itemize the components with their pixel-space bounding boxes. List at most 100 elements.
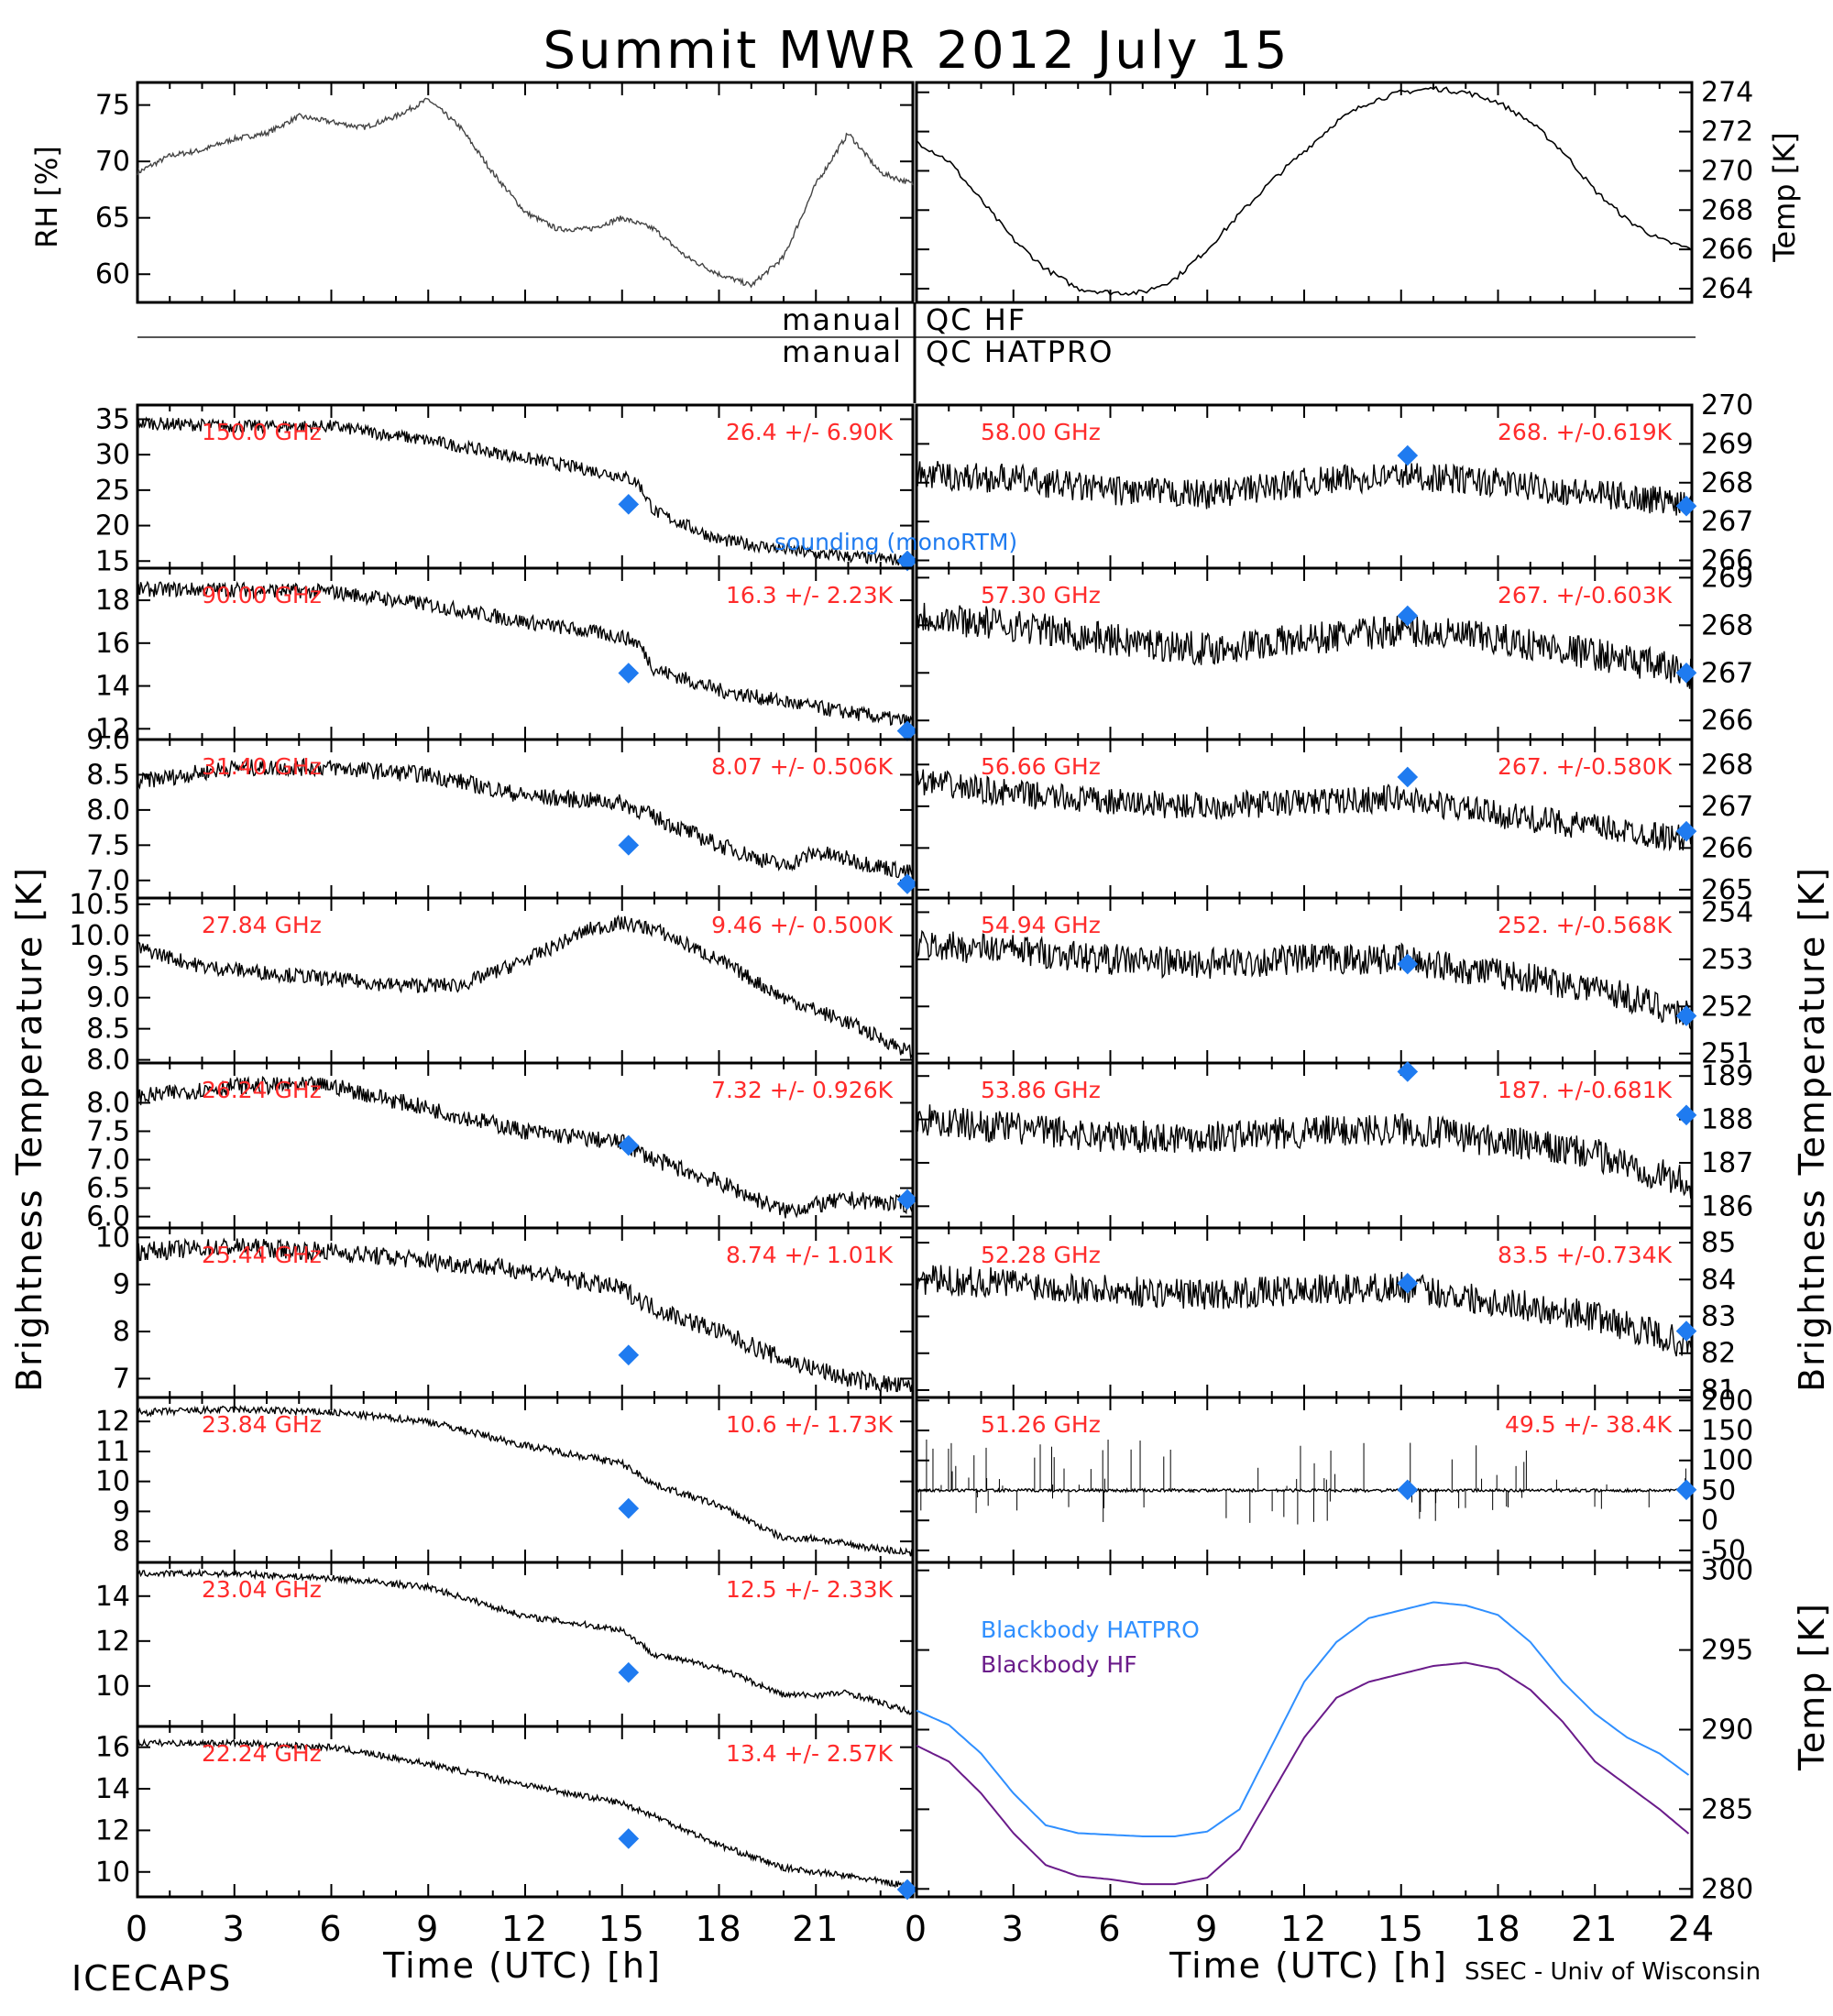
channel-frequency-label: 23.04 GHz — [202, 1576, 322, 1603]
time-tick-label-left: 0 — [126, 1909, 149, 1949]
y-tick-label: 20 — [95, 510, 130, 542]
time-tick-label-left: 6 — [319, 1909, 343, 1949]
y-tick-label: 8.0 — [86, 794, 130, 827]
channel-frequency-label: 22.24 GHz — [202, 1740, 322, 1767]
y-tick-label: 268 — [1701, 467, 1753, 499]
y-tick-label: 12 — [95, 713, 130, 745]
y-tick-label: 18 — [95, 585, 130, 617]
panel-frame-temp — [915, 81, 1694, 304]
rh-axis-label: RH [%] — [29, 146, 64, 248]
sounding-marker — [618, 1661, 640, 1683]
y-tick-label: 30 — [95, 439, 130, 471]
channel-panel-right: 268 267 266 265 56.66 GHz 267. +/-0.580K — [915, 738, 1753, 906]
sounding-marker — [1675, 662, 1697, 684]
y-tick-label: 12 — [95, 1626, 130, 1658]
channel-stat-label: 267. +/-0.580K — [1498, 753, 1673, 780]
sounding-marker — [1397, 766, 1419, 788]
sounding-marker — [1397, 953, 1419, 975]
y-tick-label: 8.0 — [86, 1045, 130, 1077]
sounding-marker — [896, 550, 918, 572]
time-axis-label-right: Time (UTC) [h] — [1169, 1945, 1448, 1986]
data-line-52-28-ghz — [916, 1265, 1693, 1357]
sounding-marker — [896, 873, 918, 894]
y-tick-label: 9.0 — [86, 724, 130, 756]
sounding-marker — [1675, 1005, 1697, 1026]
y-tick-label: 269 — [1701, 562, 1753, 594]
y-tick-label: 14 — [95, 1581, 130, 1613]
rh-panel: 75 70 65 60 — [95, 81, 915, 304]
y-tick-label: 8.5 — [86, 759, 130, 791]
y-tick-label: 10 — [95, 1222, 130, 1254]
temp-axis-label: Temp [K] — [1767, 132, 1802, 262]
sounding-marker — [1675, 1104, 1697, 1126]
y-tick-label: 6.5 — [86, 1173, 130, 1205]
y-tick-label: 253 — [1701, 944, 1753, 976]
y-tick-label: 14 — [95, 1773, 130, 1805]
qc-hatpro-label: QC HATPRO — [926, 334, 1114, 369]
time-tick-label-right: 3 — [1002, 1909, 1026, 1949]
time-tick-label-right: 15 — [1377, 1909, 1425, 1949]
y-tick-label: 270 — [1701, 389, 1753, 422]
panel-frame-rh — [136, 81, 915, 304]
channel-frequency-label: 58.00 GHz — [981, 419, 1101, 445]
series-line-blackbody-hatpro — [916, 1601, 1690, 1837]
channel-frequency-label: 90.00 GHz — [202, 582, 322, 608]
qc-hatpro-manual-label: manual — [782, 334, 903, 369]
sounding-marker — [896, 1189, 918, 1211]
channel-panel-left: 18 16 14 12 90.00 GHz 16.3 +/- 2.23K — [95, 566, 918, 745]
y-tick-label: 266 — [1701, 705, 1753, 737]
y-tick-label: 187 — [1701, 1147, 1753, 1179]
data-line-53-86-ghz — [916, 1104, 1693, 1199]
y-tick-label: 6.0 — [86, 1201, 130, 1233]
y-tick-label: 8.5 — [86, 1013, 130, 1046]
y-tick-label: 300 — [1701, 1555, 1753, 1587]
channel-panel-right: 269 268 267 266 57.30 GHz 267. +/-0.603K — [915, 562, 1753, 741]
bt-axis-label-right: Brightness Temperature [K] — [1792, 866, 1832, 1392]
data-line-23-84-ghz — [137, 1404, 914, 1557]
y-tick-label: 10 — [95, 1466, 130, 1498]
data-line-90-00-ghz — [137, 580, 914, 729]
channel-stat-label: 16.3 +/- 2.23K — [726, 582, 894, 608]
y-tick-label: -50 — [1701, 1535, 1746, 1567]
channel-panel-right: 254 253 252 251 54.94 GHz 252. +/-0.568K — [915, 896, 1753, 1070]
data-line-54-94-ghz — [916, 929, 1693, 1031]
channel-stat-label: 83.5 +/-0.734K — [1498, 1242, 1673, 1268]
sounding-marker — [618, 1134, 640, 1156]
data-line-rh — [137, 97, 914, 289]
y-tick-label: 254 — [1701, 896, 1753, 928]
channel-panel-left: 9.08.58.07.5 7.0 31.40 GHz 8.07 +/- 0.506K — [86, 724, 918, 900]
sounding-marker — [896, 1879, 918, 1901]
sounding-marker — [1675, 820, 1697, 842]
y-tick-label: 266 — [1701, 545, 1753, 577]
time-tick-label-right: 21 — [1571, 1909, 1619, 1949]
time-tick-label-right: 12 — [1280, 1909, 1328, 1949]
y-tick-label: 9.5 — [86, 951, 130, 983]
channel-frequency-label: 52.28 GHz — [981, 1242, 1101, 1268]
channel-frequency-label: 31.40 GHz — [202, 753, 322, 780]
channel-panel-left: 16 14 12 10 22.24 GHz 13.4 +/- 2.57K — [95, 1725, 918, 1901]
time-tick-label-left: 9 — [416, 1909, 440, 1949]
y-tick-label: 270 — [1701, 155, 1753, 187]
bb-temp-axis-label: Temp [K] — [1792, 1602, 1832, 1771]
channel-stat-label: 49.5 +/- 38.4K — [1505, 1411, 1673, 1438]
data-line-25-44-ghz — [137, 1237, 914, 1393]
channel-frequency-label: 51.26 GHz — [981, 1411, 1101, 1438]
channel-stat-label: 268. +/-0.619K — [1498, 419, 1673, 445]
time-tick-label-right: 18 — [1474, 1909, 1521, 1949]
y-tick-label: 10 — [95, 1671, 130, 1703]
channel-frequency-label: 57.30 GHz — [981, 582, 1101, 608]
time-tick-label-right: 0 — [905, 1909, 928, 1949]
air-temperature-panel: 274 272 270 268 266 264 — [915, 77, 1753, 305]
time-tick-label-left: 18 — [695, 1909, 742, 1949]
channel-frequency-label: 27.84 GHz — [202, 912, 322, 938]
time-tick-label-left: 3 — [223, 1909, 247, 1949]
series-line-blackbody-hf — [916, 1661, 1690, 1886]
y-tick-label: 83 — [1701, 1301, 1736, 1333]
y-tick-label: 272 — [1701, 116, 1753, 148]
y-tick-label: 50 — [1701, 1474, 1736, 1507]
channel-frequency-label: 56.66 GHz — [981, 753, 1101, 780]
footer-right: SSEC - Univ of Wisconsin — [1465, 1958, 1761, 1986]
y-tick-label: 267 — [1701, 791, 1753, 823]
channel-panel-right: 270 269 268 267 266 58.00 GHz 268. +/-0.619K — [915, 389, 1753, 577]
